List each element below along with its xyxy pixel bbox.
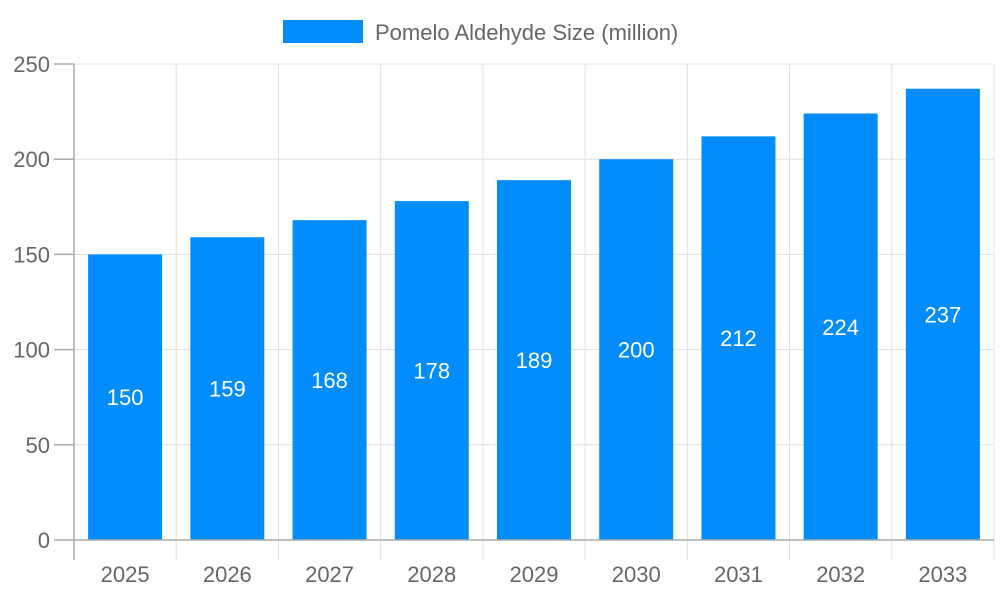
bar-2032[interactable] bbox=[803, 113, 878, 540]
bar-2029[interactable] bbox=[497, 180, 571, 541]
x-tick-label: 2025 bbox=[101, 562, 150, 587]
bar-2025[interactable] bbox=[88, 254, 163, 540]
y-tick-label: 100 bbox=[13, 338, 50, 363]
legend-swatch bbox=[283, 20, 363, 43]
data-label: 189 bbox=[516, 348, 553, 373]
x-tick-label: 2026 bbox=[203, 562, 252, 587]
bars: 150 159 168 178 189 200 212 224 237 bbox=[88, 88, 980, 541]
bar-2030[interactable] bbox=[599, 159, 674, 540]
data-label: 200 bbox=[618, 338, 655, 363]
legend-label: Pomelo Aldehyde Size (million) bbox=[375, 20, 678, 45]
data-label: 178 bbox=[413, 359, 450, 384]
y-tick-label: 50 bbox=[26, 433, 50, 458]
bar-2027[interactable] bbox=[292, 220, 367, 541]
data-label: 159 bbox=[209, 377, 246, 402]
x-tick-label: 2031 bbox=[714, 562, 763, 587]
y-tick-label: 150 bbox=[13, 242, 50, 267]
bar-2028[interactable] bbox=[394, 201, 469, 540]
bar-2031[interactable] bbox=[701, 136, 776, 541]
x-tick-label: 2027 bbox=[305, 562, 354, 587]
data-label: 224 bbox=[822, 315, 859, 340]
bar-2026[interactable] bbox=[190, 237, 265, 540]
x-tick-label: 2030 bbox=[612, 562, 661, 587]
legend[interactable]: Pomelo Aldehyde Size (million) bbox=[283, 20, 678, 45]
data-label: 237 bbox=[925, 302, 962, 327]
data-label: 212 bbox=[720, 326, 757, 351]
data-label: 150 bbox=[107, 385, 144, 410]
x-tick-label: 2033 bbox=[918, 562, 967, 587]
y-tick-label: 0 bbox=[38, 528, 50, 553]
axes: 0 50 100 150 200 250 2025 2026 2027 2028 2029 2030 2… bbox=[13, 52, 994, 587]
x-tick-label: 2029 bbox=[510, 562, 559, 587]
bar-2033[interactable] bbox=[905, 88, 980, 540]
data-label: 168 bbox=[311, 368, 348, 393]
y-tick-label: 200 bbox=[13, 147, 50, 172]
x-tick-label: 2028 bbox=[407, 562, 456, 587]
x-tick-label: 2032 bbox=[816, 562, 865, 587]
y-tick-label: 250 bbox=[13, 52, 50, 77]
